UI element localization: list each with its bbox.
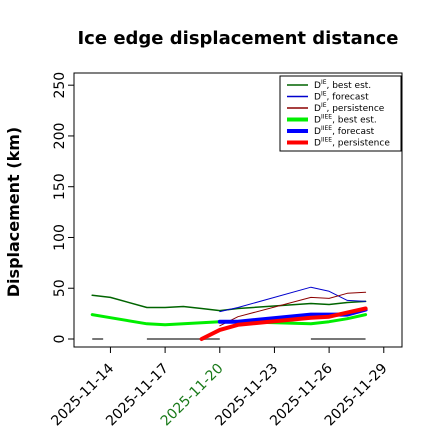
chart-title: Ice edge displacement distance [77,28,398,49]
series-line-2 [219,286,367,313]
series-line-3 [219,291,367,327]
y-axis-label: Displacement (km) [4,127,23,297]
y-tick-label: 100 [52,224,68,251]
y-tick-label: 0 [52,335,68,344]
y-tick-label: 200 [52,123,68,150]
x-axis: 2025-11-142025-11-172025-11-202025-11-23… [48,347,391,429]
legend-entry: DIIEE, persistence [314,137,390,149]
y-tick-label: 250 [52,72,68,99]
series-line-1 [91,294,367,312]
legend-entry: DIIEE, forecast [314,125,375,137]
legend-entry: DIE, forecast [314,91,369,103]
series-line-6 [199,306,368,341]
legend-entry: DIE, best est. [314,79,371,91]
y-tick-label: 50 [52,279,68,297]
legend-entry: DIE, persistence [314,102,385,114]
y-axis: 0 50 100 150 200 250 [52,72,74,344]
series-line-4 [90,313,368,327]
plot-frame [73,72,403,348]
series-layer [90,286,368,341]
legend-box [279,75,402,152]
legend-entry: DIIEE, best est. [314,114,377,126]
y-tick-label: 150 [52,173,68,200]
